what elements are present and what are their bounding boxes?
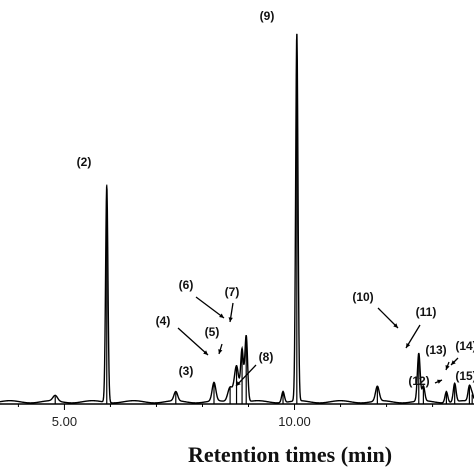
peak-label-12: (12)	[408, 374, 429, 388]
peak-label-10: (10)	[352, 290, 373, 304]
arrowhead-icon	[218, 349, 223, 354]
arrowhead-icon	[406, 343, 411, 348]
peak-label-2: (2)	[77, 155, 92, 169]
peak-label-4: (4)	[156, 314, 171, 328]
peak-label-7: (7)	[225, 285, 240, 299]
peak-label-8: (8)	[259, 350, 274, 364]
peak-label-arrow	[377, 307, 399, 329]
arrowhead-icon	[437, 379, 442, 384]
peak-label-arrow	[235, 364, 257, 387]
arrowhead-icon	[445, 365, 450, 370]
peak-label-5: (5)	[205, 325, 220, 339]
x-tick-label: 5.00	[52, 414, 77, 429]
x-axis-ticks: 5.00 10.00	[17, 404, 434, 429]
peak-labels: (2) (3) (4) (5) (6) (7) (8) (9) (10) (11) (12) (13)…	[77, 9, 474, 388]
arrowhead-icon	[393, 323, 398, 328]
arrowhead-icon	[219, 313, 224, 318]
arrowhead-icon	[451, 360, 456, 365]
peak-label-15: (15)	[455, 369, 474, 383]
peak-label-arrow	[195, 296, 225, 319]
chromatogram-trace	[0, 34, 474, 404]
peak-label-6: (6)	[179, 278, 194, 292]
peak-label-11: (11)	[416, 305, 437, 319]
plot-area	[0, 33, 474, 404]
peak-label-arrow	[177, 327, 209, 356]
peak-label-13: (13)	[425, 343, 446, 357]
peak-label-14: (14)	[455, 339, 474, 353]
arrowhead-icon	[203, 350, 208, 355]
x-tick-label: 10.00	[278, 414, 311, 429]
arrowhead-icon	[228, 317, 233, 322]
x-axis-title: Retention times (min)	[188, 442, 392, 467]
peak-label-9: (9)	[260, 9, 275, 23]
arrowhead-icon	[236, 381, 241, 386]
peak-label-3: (3)	[179, 364, 194, 378]
